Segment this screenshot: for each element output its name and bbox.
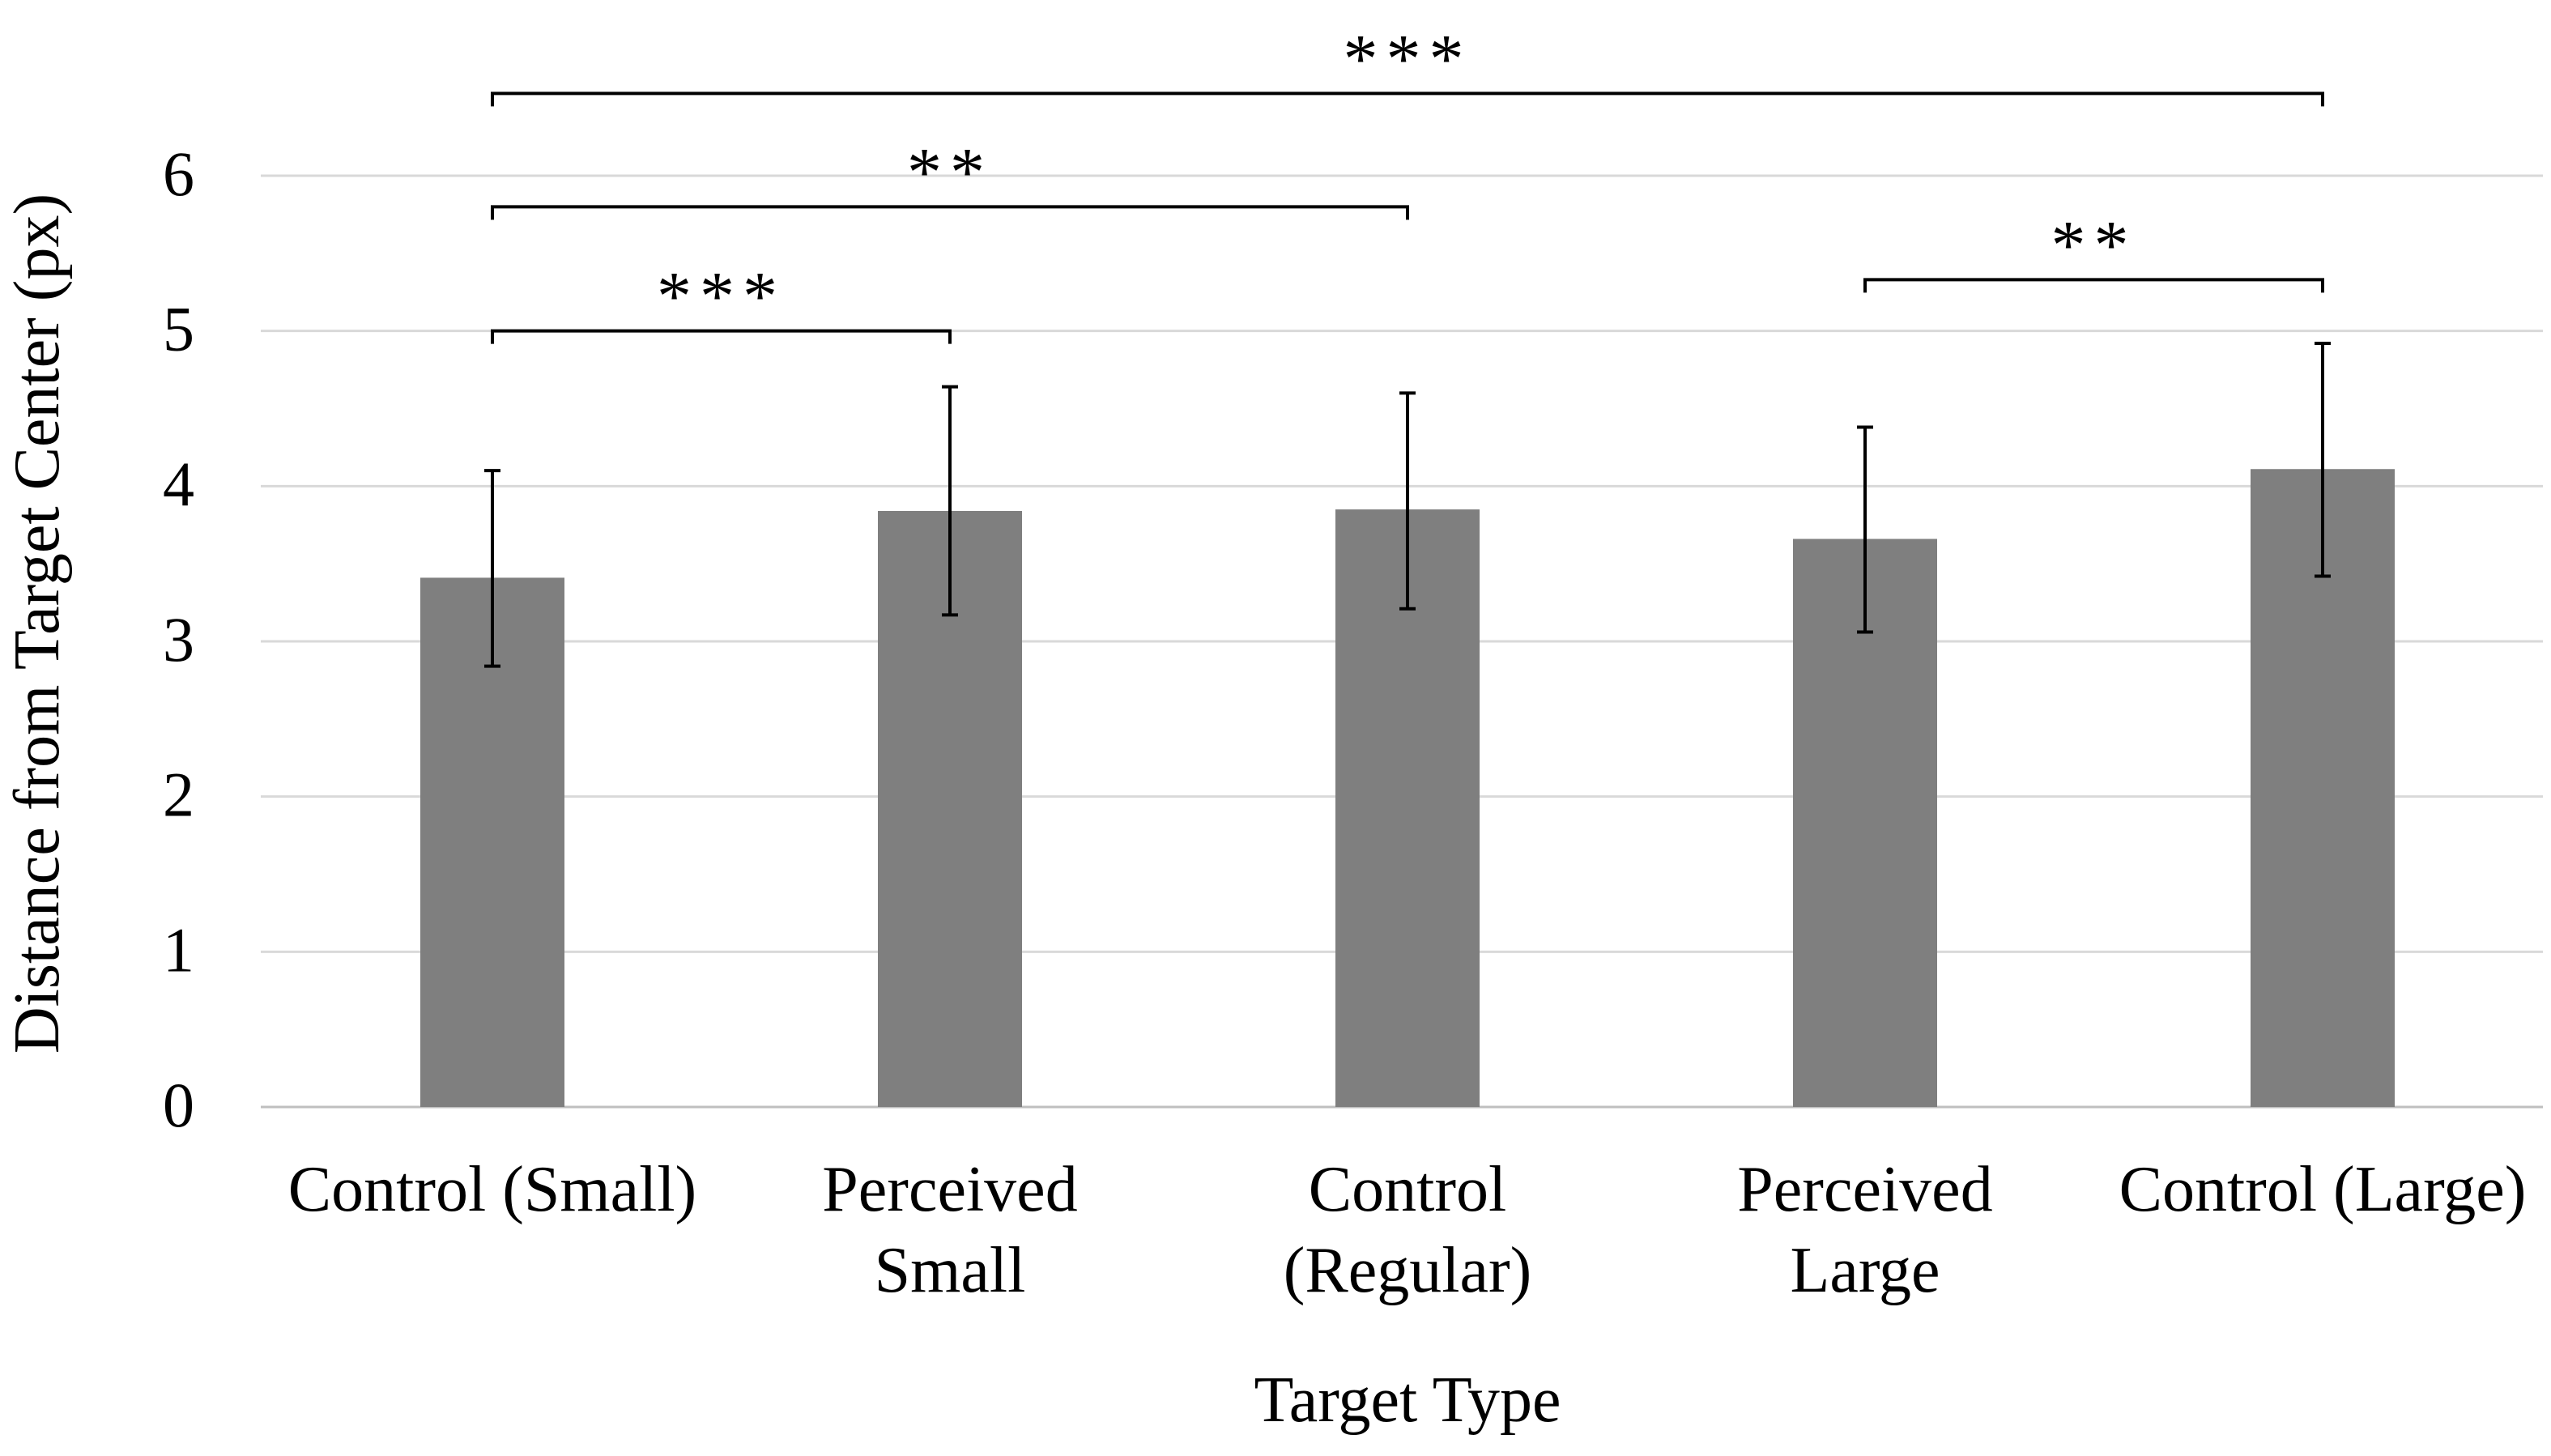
y-tick-label: 6 xyxy=(163,138,194,209)
significance-label: *** xyxy=(657,258,786,335)
bracket-line xyxy=(1863,278,2324,293)
y-tick-label: 1 xyxy=(163,914,194,985)
x-tick-label: (Regular) xyxy=(1284,1235,1532,1306)
error-bar xyxy=(484,469,500,668)
significance-label: ** xyxy=(907,133,993,211)
significance-bracket: ** xyxy=(491,133,1409,220)
error-bar xyxy=(1857,425,1873,634)
x-tick-label: Control (Small) xyxy=(288,1154,696,1225)
significance-bracket: *** xyxy=(491,19,2324,107)
significance-label: ** xyxy=(2051,206,2137,283)
x-tick-label: Control xyxy=(1309,1154,1506,1225)
x-tick-label: Large xyxy=(1790,1235,1940,1306)
x-tick-label: Perceived xyxy=(1737,1154,1992,1225)
significance-bracket: ** xyxy=(1863,206,2324,293)
y-tick-label: 2 xyxy=(163,760,194,830)
x-tick-label: Small xyxy=(875,1235,1026,1306)
bracket-line xyxy=(491,329,952,344)
error-bars xyxy=(484,342,2331,668)
significance-bracket: *** xyxy=(491,258,952,344)
x-axis-title: Target Type xyxy=(1254,1364,1561,1436)
significance-label: *** xyxy=(1344,19,1472,97)
bracket-line xyxy=(491,205,1409,220)
y-tick-label: 5 xyxy=(163,294,194,364)
bracket-line xyxy=(491,92,2324,107)
x-tick-label: Perceived xyxy=(822,1154,1077,1225)
error-bar xyxy=(2315,342,2331,578)
y-tick-labels: 0 1 2 3 4 5 6 xyxy=(163,138,194,1140)
error-bar xyxy=(1399,391,1416,611)
y-tick-label: 3 xyxy=(163,604,194,675)
x-tick-label: Control (Large) xyxy=(2119,1154,2527,1225)
error-bar xyxy=(942,385,958,617)
y-axis-title: Distance from Target Center (px) xyxy=(2,194,73,1054)
significance-brackets: ********** xyxy=(491,19,2324,344)
y-tick-label: 4 xyxy=(163,449,194,519)
y-tick-label: 0 xyxy=(163,1070,194,1140)
x-category-labels: Control (Small) Perceived Small Control (Reg… xyxy=(288,1154,2527,1306)
